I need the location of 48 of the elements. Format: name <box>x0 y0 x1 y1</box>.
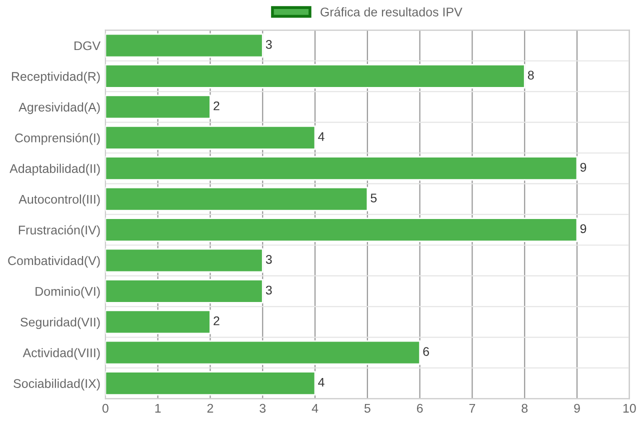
bar <box>105 248 264 273</box>
bar <box>105 218 578 242</box>
legend-label: Gráfica de resultados IPV <box>320 7 462 16</box>
bar <box>105 94 211 120</box>
y-tick-label: Seguridad(VII) <box>20 317 100 330</box>
x-tick-label: 0 <box>102 404 108 413</box>
data-label: 3 <box>266 40 272 49</box>
y-tick-label: Adaptabilidad(II) <box>10 164 100 176</box>
data-label: 4 <box>318 132 324 141</box>
bar <box>105 371 316 396</box>
y-tick-label: Dominio(VI) <box>36 286 100 298</box>
x-tick-label: 7 <box>469 404 476 413</box>
y-tick-label: DGV <box>74 41 101 50</box>
y-tick-label: Receptividad(R) <box>12 72 100 84</box>
bar <box>105 33 264 58</box>
data-label: 2 <box>214 101 220 110</box>
bar <box>105 278 264 304</box>
x-tick-label: 1 <box>155 404 161 413</box>
y-tick-label: Comprensión(I) <box>15 133 100 145</box>
data-label: 5 <box>370 194 377 202</box>
data-label: 2 <box>214 316 220 326</box>
x-tick-label: 6 <box>416 404 423 413</box>
x-tick-label: 2 <box>207 404 214 413</box>
x-tick-label: 5 <box>364 404 370 413</box>
bar <box>105 125 316 150</box>
x-tick-label: 9 <box>574 404 580 413</box>
bar <box>105 186 368 212</box>
y-tick-label: Autocontrol(III) <box>18 194 100 206</box>
data-label: 3 <box>266 254 272 264</box>
bar <box>105 64 526 88</box>
data-label: 4 <box>318 378 324 387</box>
bar <box>105 310 211 334</box>
y-tick-label: Actividad(VIII) <box>22 348 100 360</box>
data-label: 9 <box>580 162 586 172</box>
data-label: 6 <box>423 347 430 356</box>
bar <box>105 340 421 365</box>
data-label: 9 <box>580 224 586 234</box>
x-tick-label: 10 <box>623 404 636 413</box>
bar <box>105 156 578 181</box>
data-label: 8 <box>528 70 534 80</box>
y-tick-label: Combatividad(V) <box>8 256 100 268</box>
y-tick-label: Sociabilidad(IX) <box>14 378 100 390</box>
x-tick-label: 3 <box>260 404 266 413</box>
y-tick-label: Frustración(IV) <box>18 225 100 237</box>
y-tick-label: Agresividad(A) <box>18 102 100 114</box>
data-label: 3 <box>266 286 272 295</box>
x-tick-label: 8 <box>522 404 528 413</box>
x-tick-label: 4 <box>312 404 318 413</box>
